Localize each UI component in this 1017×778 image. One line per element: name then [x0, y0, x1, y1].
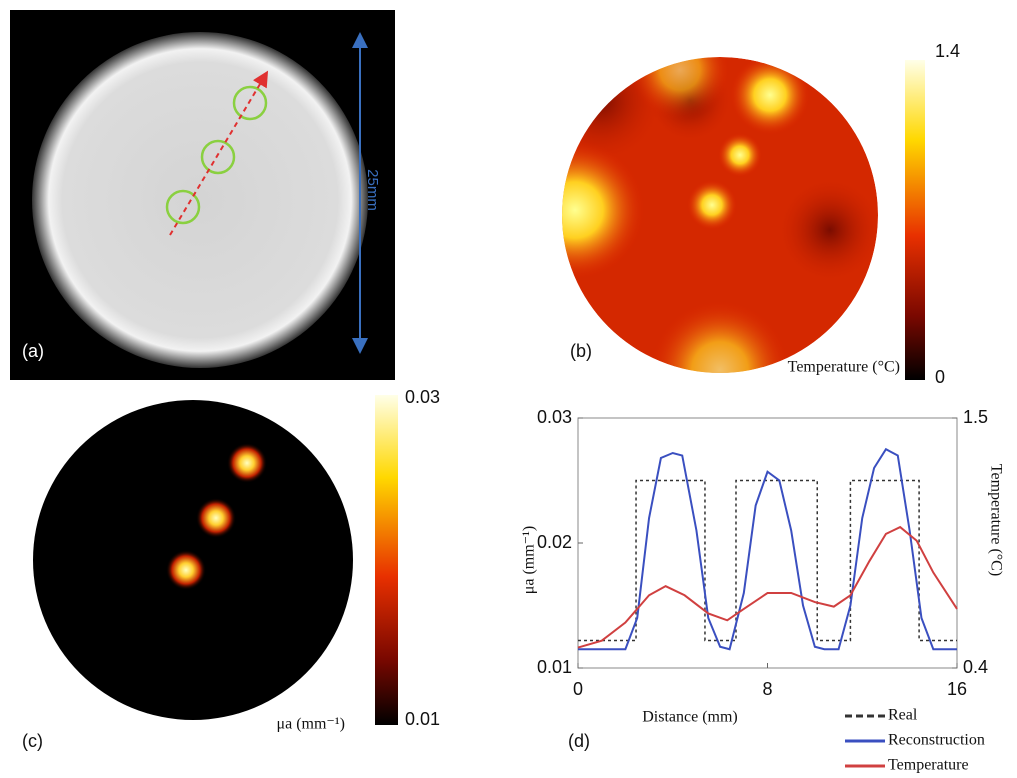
- legend-label: Real: [888, 707, 918, 724]
- figure: 25mm (a) 1.4 0 Temperature (°C) (b) 0.03…: [0, 0, 1017, 778]
- x-tick-label: 0: [573, 679, 583, 699]
- series-line: [578, 527, 957, 647]
- panel-label: (b): [570, 341, 592, 361]
- scale-label: 25mm: [364, 169, 381, 211]
- page: 25mm (a) 1.4 0 Temperature (°C) (b) 0.03…: [0, 0, 1017, 778]
- series-line: [578, 481, 957, 641]
- y2-tick-label: 1.5: [963, 407, 988, 427]
- y-axis-label: μa (mm⁻¹): [521, 526, 538, 594]
- legend-label: Reconstruction: [888, 732, 985, 749]
- series-line: [578, 449, 957, 649]
- y-tick-label: 0.02: [537, 532, 572, 552]
- legend-label: Temperature: [888, 757, 969, 774]
- x-tick-label: 16: [947, 679, 967, 699]
- y2-axis-label: Temperature (°C): [987, 464, 1004, 576]
- colorbar-max: 1.4: [935, 41, 960, 61]
- y2-tick-label: 0.4: [963, 657, 988, 677]
- colorbar: [905, 60, 925, 380]
- panel-label: (c): [22, 731, 43, 751]
- colorbar-min: 0: [935, 367, 945, 387]
- panel-label: (d): [568, 731, 590, 751]
- panel-label: (a): [22, 341, 44, 361]
- colorbar-min: 0.01: [405, 709, 440, 729]
- colorbar: [375, 395, 398, 725]
- phantom: [32, 32, 368, 368]
- x-tick-label: 8: [762, 679, 772, 699]
- temperature-map: [505, 20, 880, 440]
- y-tick-label: 0.01: [537, 657, 572, 677]
- colorbar-max: 0.03: [405, 387, 440, 407]
- y-tick-label: 0.03: [537, 407, 572, 427]
- colorbar-title: μa (mm⁻¹): [277, 716, 345, 733]
- x-axis-label: Distance (mm): [642, 709, 738, 726]
- colorbar-title: Temperature (°C): [788, 359, 900, 376]
- plot-frame: [578, 418, 957, 668]
